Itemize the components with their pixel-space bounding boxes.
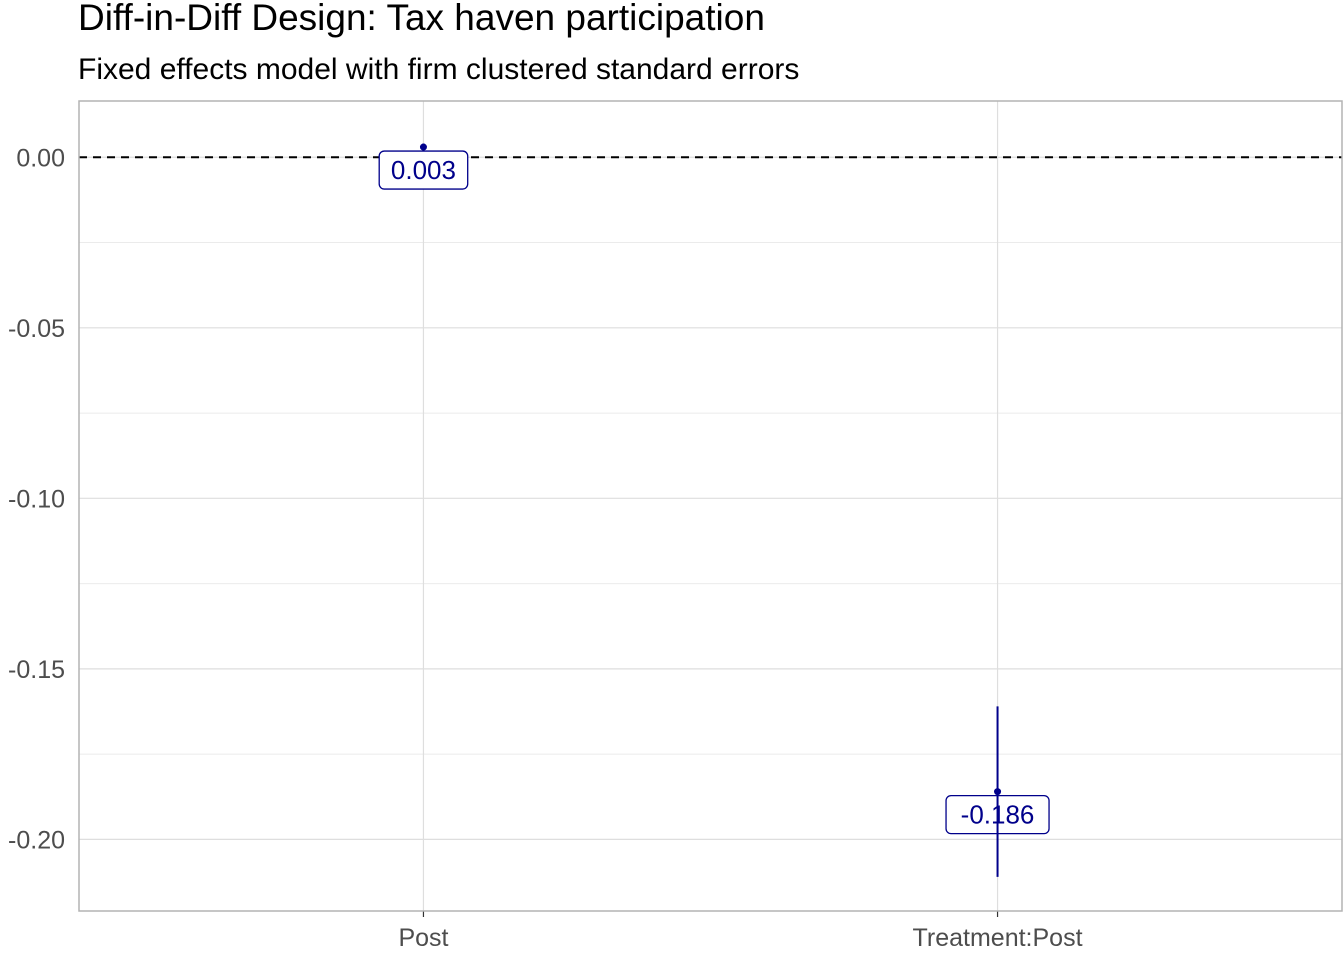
data-label: -0.186: [945, 794, 1050, 835]
y-tick-label: -0.15: [8, 656, 65, 684]
panel-border: [78, 100, 1343, 912]
x-tick-label: Treatment:Post: [913, 924, 1083, 952]
data-label: 0.003: [378, 150, 469, 190]
grid: [79, 101, 1342, 911]
y-tick-label: 0.00: [16, 144, 65, 172]
chart-title: Diff-in-Diff Design: Tax haven participa…: [78, 0, 765, 38]
axes: 0.00 -0.05 -0.10 -0.15 -0.20 Post Treatment:Po…: [8, 144, 1083, 952]
y-tick-label: -0.05: [8, 315, 65, 343]
x-tick-label: Post: [398, 924, 448, 952]
data-label-text: 0.003: [391, 155, 456, 185]
chart-subtitle: Fixed effects model with firm clustered …: [78, 53, 799, 86]
y-tick-label: -0.20: [8, 826, 65, 854]
estimate-point: [419, 143, 427, 151]
estimate-point: [994, 788, 1002, 796]
data-marks: 0.003 -0.186: [79, 143, 1342, 877]
y-tick-label: -0.10: [8, 485, 65, 513]
